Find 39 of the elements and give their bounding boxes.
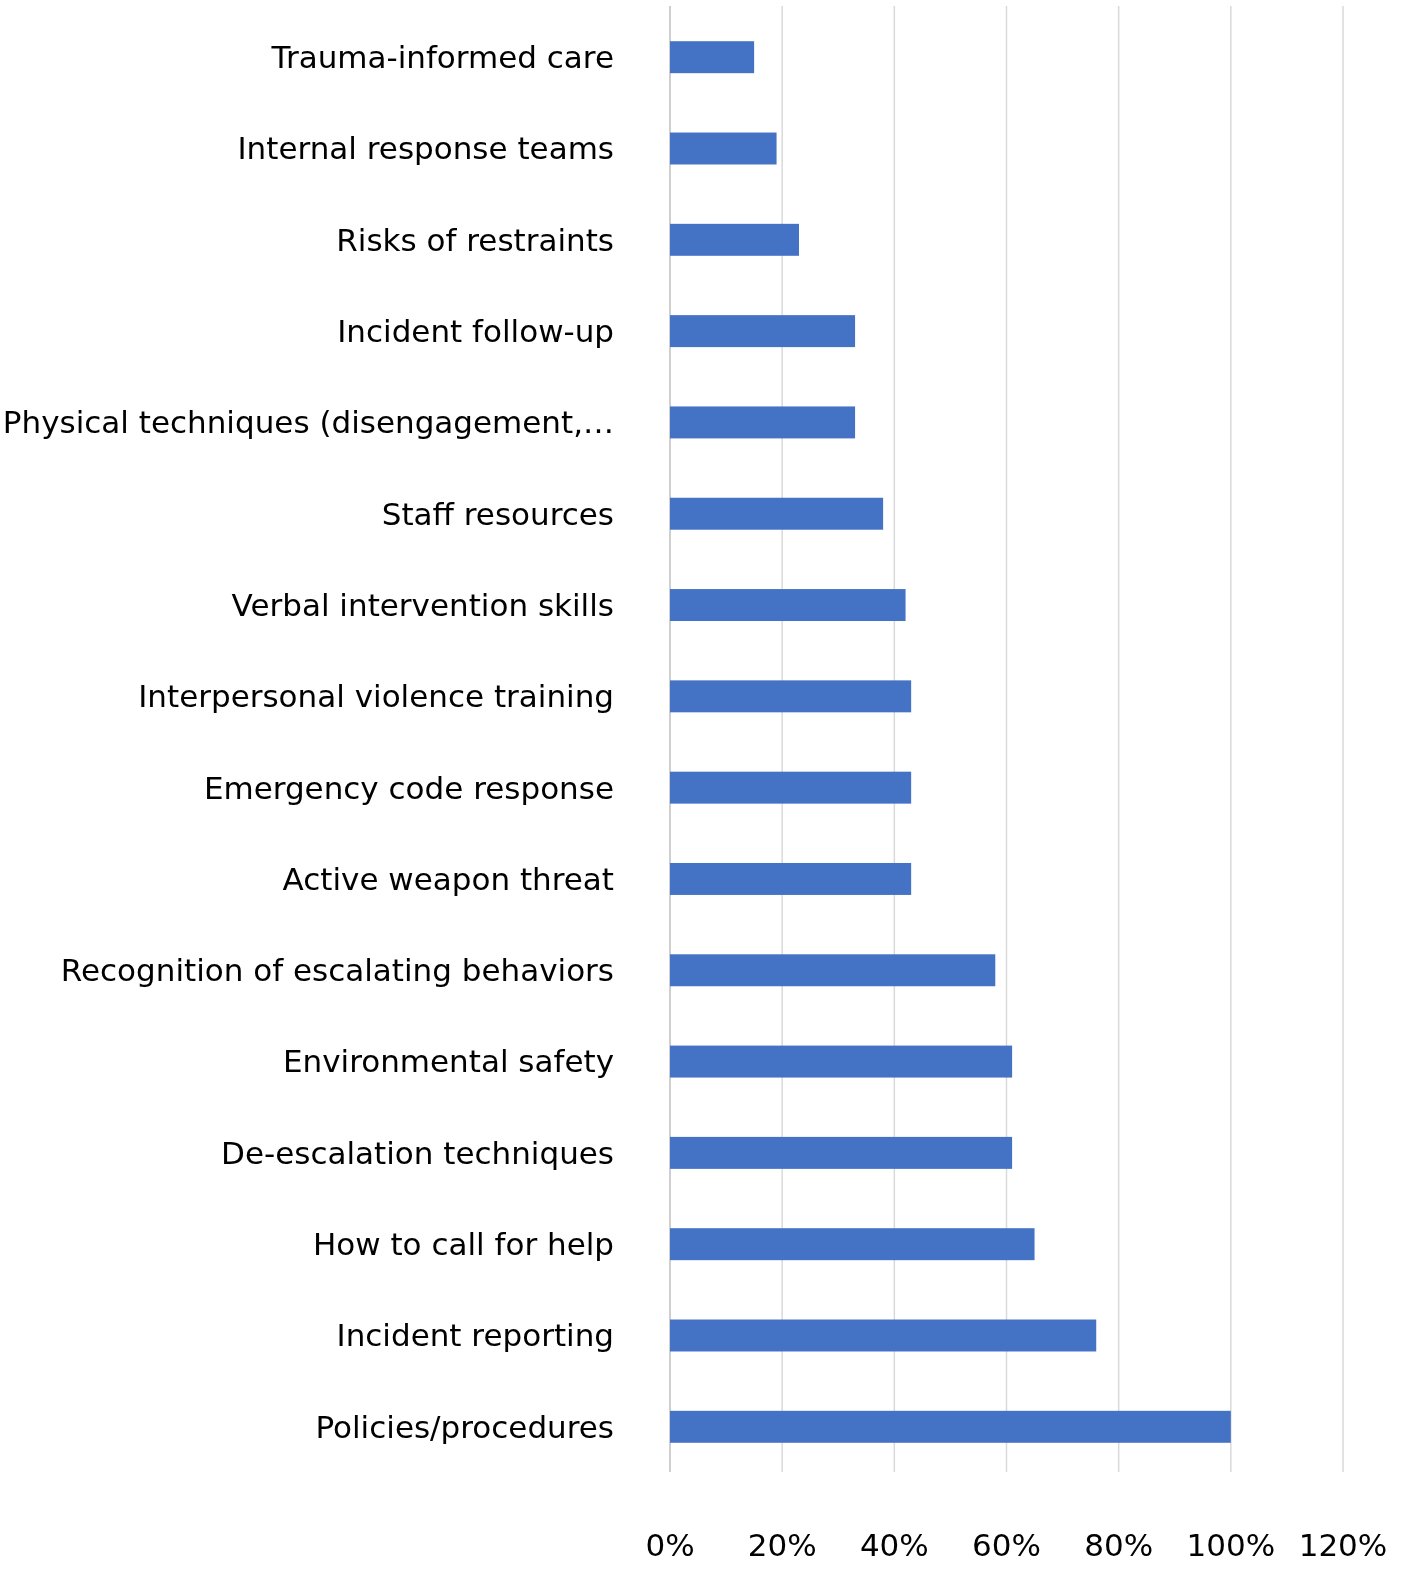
y-tick-label: Staff resources — [381, 495, 614, 532]
bar — [670, 862, 912, 895]
bar — [670, 771, 912, 804]
bar — [670, 1136, 1013, 1169]
y-tick-label: How to call for help — [312, 1226, 614, 1263]
y-tick-label: Risks of restraints — [336, 221, 614, 258]
y-tick-label: Trauma-informed care — [270, 39, 614, 76]
bar — [670, 1045, 1013, 1078]
y-tick-label: Active weapon threat — [282, 860, 614, 897]
y-tick-label: Internal response teams — [237, 130, 614, 167]
bar — [670, 497, 884, 530]
x-tick-label: 100% — [1186, 1527, 1276, 1563]
x-tick-label: 20% — [747, 1527, 817, 1563]
y-tick-label: Physical techniques (disengagement,… — [2, 404, 614, 441]
x-tick-label: 80% — [1084, 1527, 1154, 1563]
bar — [670, 406, 856, 439]
bar — [670, 1228, 1035, 1261]
y-tick-label: Environmental safety — [282, 1043, 614, 1080]
bar — [670, 41, 755, 74]
bar — [670, 223, 799, 256]
bar — [670, 680, 912, 713]
x-tick-label: 0% — [645, 1527, 695, 1563]
y-tick-label: De-escalation techniques — [221, 1134, 614, 1171]
bar — [670, 1319, 1097, 1352]
y-tick-label: Emergency code response — [203, 769, 614, 806]
bar — [670, 1410, 1231, 1443]
x-tick-label: 120% — [1298, 1527, 1388, 1563]
y-tick-label: Incident reporting — [336, 1317, 614, 1354]
bar — [670, 954, 996, 987]
x-tick-label: 40% — [859, 1527, 929, 1563]
x-tick-label: 60% — [972, 1527, 1041, 1563]
bar — [670, 589, 906, 622]
y-tick-label: Policies/procedures — [315, 1408, 614, 1445]
bar — [670, 315, 856, 348]
y-tick-label: Incident follow-up — [337, 312, 614, 349]
y-tick-label: Recognition of escalating behaviors — [60, 952, 614, 989]
y-tick-label: Interpersonal violence training — [138, 678, 614, 715]
y-tick-label: Verbal intervention skills — [231, 586, 614, 623]
bar — [670, 132, 777, 165]
